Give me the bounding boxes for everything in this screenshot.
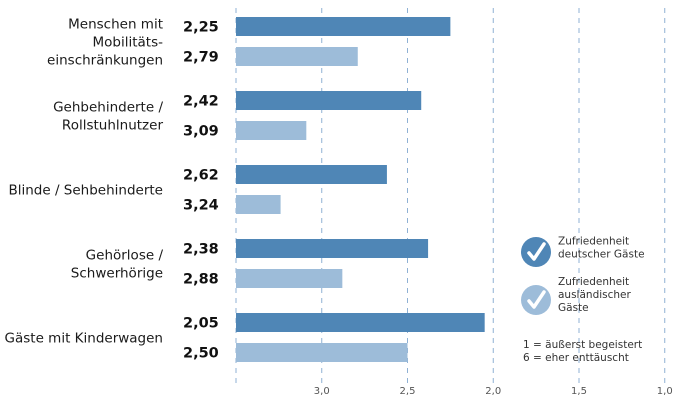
- bar-german-guests: [236, 313, 485, 332]
- bar-german-guests: [236, 165, 387, 184]
- x-tick-label: 3,0: [314, 386, 330, 396]
- scale-note: 1 = äußerst begeistert: [523, 339, 642, 351]
- value-label: 2,50: [183, 346, 219, 362]
- legend-checkmark-icon: [521, 285, 551, 315]
- value-label: 3,24: [183, 198, 219, 214]
- category-label: Gäste mit Kinderwagen: [5, 331, 163, 347]
- scale-note: 6 = eher enttäuscht: [523, 352, 629, 364]
- value-label: 2,88: [183, 272, 219, 288]
- bar-german-guests: [236, 17, 451, 36]
- value-label: 2,38: [183, 242, 219, 258]
- x-tick-label: 1,0: [657, 386, 673, 396]
- checkmark-stroke: [527, 290, 546, 309]
- bar-foreign-guests: [236, 343, 408, 362]
- value-label: 2,25: [183, 20, 219, 36]
- value-label: 2,79: [183, 50, 219, 66]
- legend-checkmark-icon: [521, 237, 551, 267]
- bar-german-guests: [236, 239, 429, 258]
- bar-foreign-guests: [236, 47, 358, 66]
- x-tick-label: 2,0: [485, 386, 501, 396]
- category-label: Gehörlose / Schwerhörige: [71, 248, 164, 282]
- x-tick-label: 2,5: [400, 386, 416, 396]
- bar-foreign-guests: [236, 195, 281, 214]
- value-label: 2,05: [183, 316, 219, 332]
- checkmark-stroke: [527, 242, 546, 261]
- value-label: 3,09: [183, 124, 219, 140]
- legend-label: Zufriedenheit ausländischer Gäste: [558, 276, 632, 314]
- category-label: Menschen mit Mobilitäts-einschränkungen: [47, 17, 163, 69]
- value-label: 2,42: [183, 94, 219, 110]
- legend-label: Zufriedenheit deutscher Gäste: [558, 236, 645, 261]
- bar-foreign-guests: [236, 269, 343, 288]
- category-label: Gehbehinderte / Rollstuhlnutzer: [53, 100, 163, 134]
- bar-german-guests: [236, 91, 422, 110]
- x-tick-label: 1,5: [571, 386, 587, 396]
- value-label: 2,62: [183, 168, 219, 184]
- category-label: Blinde / Sehbehinderte: [8, 183, 163, 199]
- bar-foreign-guests: [236, 121, 307, 140]
